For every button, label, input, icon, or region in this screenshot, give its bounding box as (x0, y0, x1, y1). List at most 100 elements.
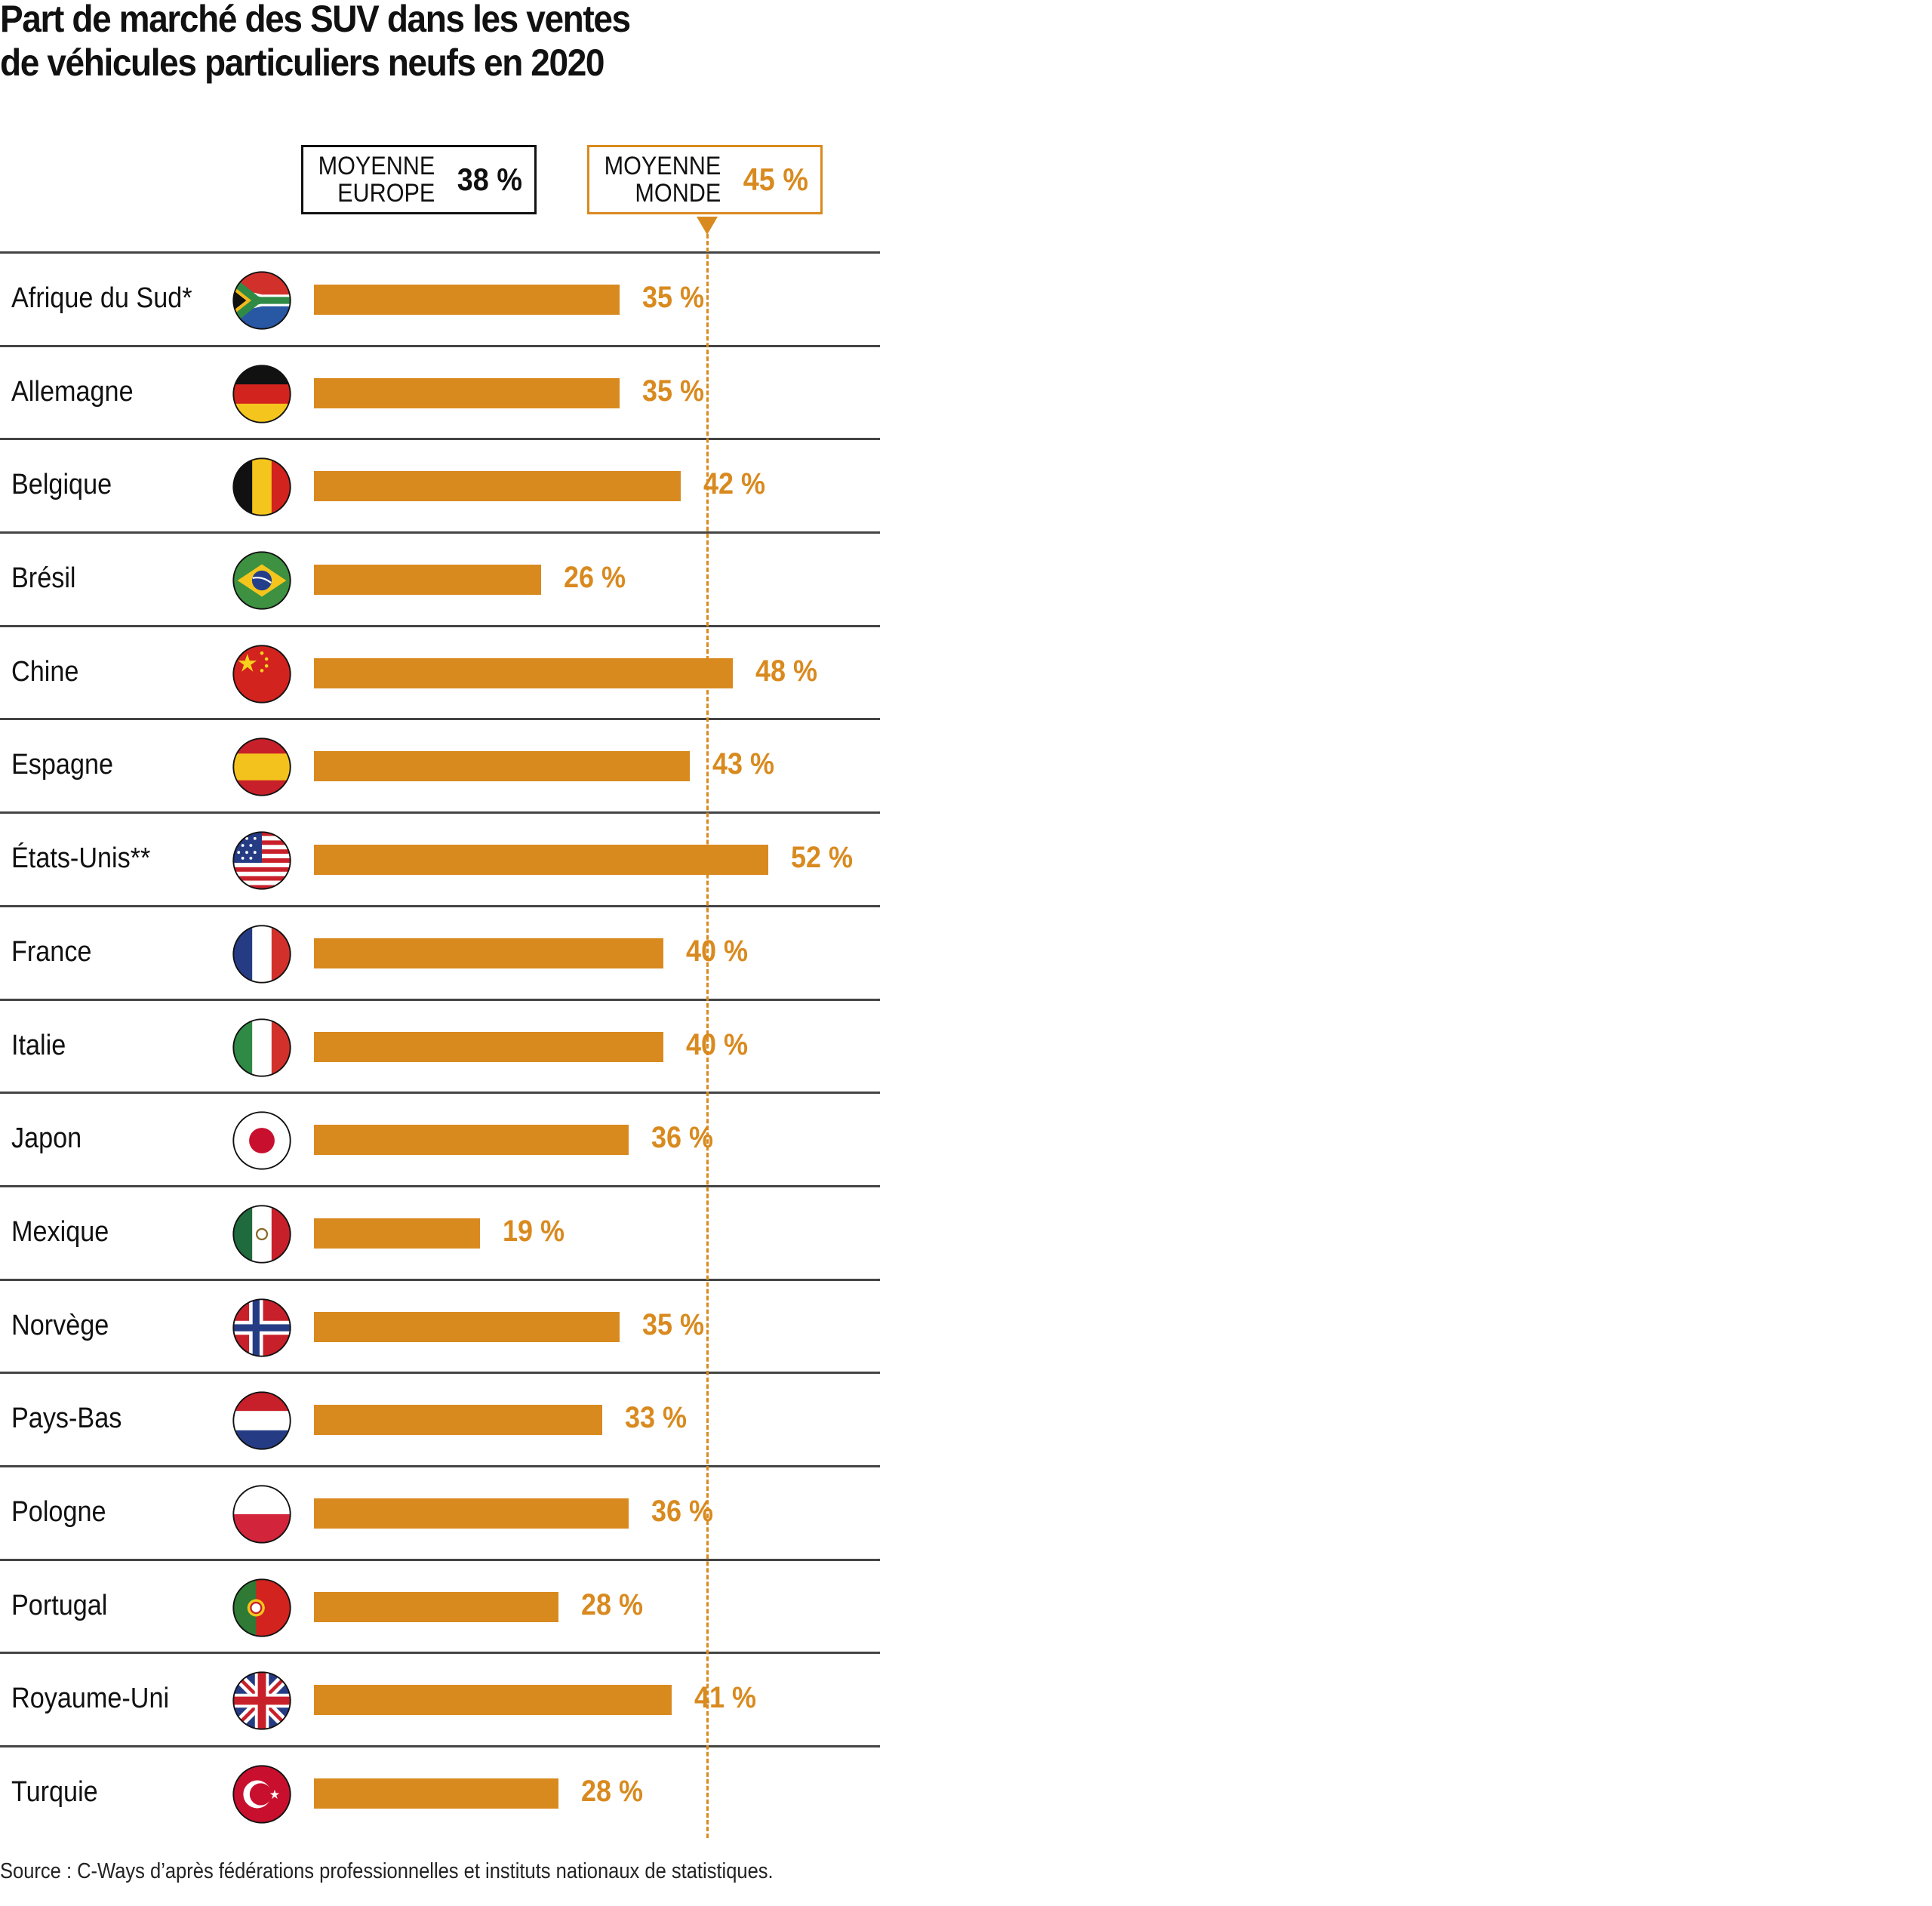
cn-flag-icon (232, 645, 291, 704)
data-label: 28 % (580, 1587, 644, 1621)
data-label: 42 % (703, 467, 765, 501)
pl-flag-icon (232, 1485, 291, 1544)
world-average-label-line-1: MOYENNE (604, 152, 721, 180)
tr-flag-icon (232, 1765, 291, 1824)
data-label: 40 % (685, 934, 748, 968)
world-average-line (706, 234, 709, 1838)
data-label: 36 % (651, 1121, 713, 1155)
category-label: Italie (11, 1029, 66, 1061)
bar (314, 1218, 480, 1249)
category-label: Royaume-Uni (11, 1683, 170, 1715)
bar-row: Belgique 42 % (0, 438, 880, 531)
be-flag-icon (232, 457, 291, 517)
bar (314, 1591, 558, 1622)
bar (314, 1498, 629, 1529)
pt-flag-icon (232, 1578, 291, 1637)
bar-row: Mexique 19 % (0, 1184, 880, 1279)
bar-row: Brésil 26 % (0, 531, 880, 625)
bar-row: Afrique du Sud* 35 % (0, 251, 880, 345)
category-label: Espagne (11, 749, 114, 781)
es-flag-icon (232, 737, 291, 797)
bar (314, 565, 541, 596)
bar-chart: Afrique du Sud* 35 % Allemagne 35 % Belgique… (0, 251, 880, 1839)
europe-average-value: 38 % (457, 162, 523, 197)
br-flag-icon (232, 551, 291, 610)
bar (314, 1405, 602, 1436)
data-label: 40 % (685, 1027, 748, 1061)
bar (314, 1031, 663, 1062)
bar (314, 1778, 558, 1809)
category-label: États-Unis** (11, 842, 151, 875)
category-label: Pays-Bas (11, 1403, 122, 1435)
category-label: Japon (11, 1122, 82, 1155)
it-flag-icon (232, 1018, 291, 1077)
bar-row: États-Unis** 52 % (0, 811, 880, 905)
europe-average-label-line-1: MOYENNE (318, 152, 435, 180)
category-label: Turquie (11, 1776, 98, 1808)
bar-row: Portugal 28 % (0, 1558, 880, 1652)
world-average-label: MOYENNE MONDE (605, 152, 721, 207)
bar-row: Turquie 28 % (0, 1745, 880, 1839)
nl-flag-icon (232, 1391, 291, 1450)
bar-row: Pays-Bas 33 % (0, 1372, 880, 1465)
category-label: Mexique (11, 1215, 109, 1248)
za-flag-icon (232, 271, 291, 330)
category-label: Pologne (11, 1495, 106, 1528)
world-average-label-line-2: MONDE (635, 179, 721, 208)
de-flag-icon (232, 365, 291, 423)
world-average-pointer (696, 217, 718, 235)
bar (314, 1311, 620, 1342)
category-label: Chine (11, 655, 79, 688)
bar-row: Espagne 43 % (0, 718, 880, 811)
category-label: Allemagne (11, 375, 134, 408)
bar (314, 845, 768, 876)
gb-flag-icon (232, 1671, 291, 1730)
no-flag-icon (232, 1298, 291, 1357)
data-label: 28 % (580, 1775, 644, 1808)
bar (314, 657, 734, 688)
europe-average-label: MOYENNE EUROPE (318, 152, 435, 207)
category-label: Portugal (11, 1589, 108, 1621)
europe-average-label-line-2: EUROPE (337, 179, 435, 208)
bar-row: Japon 36 % (0, 1092, 880, 1185)
category-label: Norvège (11, 1309, 109, 1341)
mx-flag-icon (232, 1205, 291, 1264)
bar (314, 751, 690, 782)
bar (314, 938, 663, 968)
bar-row: Royaume-Uni 41 % (0, 1652, 880, 1745)
bar (314, 1125, 629, 1156)
us-flag-icon (232, 831, 291, 890)
data-label: 19 % (502, 1214, 565, 1248)
category-label: Belgique (11, 469, 112, 501)
bar-row: France 40 % (0, 904, 880, 999)
europe-average-box: MOYENNE EUROPE 38 % (301, 145, 537, 214)
data-label: 35 % (641, 281, 704, 314)
bar-row: Norvège 35 % (0, 1278, 880, 1372)
data-label: 41 % (694, 1681, 757, 1715)
data-label: 48 % (755, 654, 818, 688)
bar-row: Pologne 36 % (0, 1464, 880, 1559)
bar-row: Allemagne 35 % (0, 344, 880, 439)
bar (314, 471, 681, 502)
world-average-value: 45 % (743, 162, 809, 197)
category-label: France (11, 935, 92, 968)
jp-flag-icon (232, 1111, 291, 1170)
data-label: 43 % (712, 747, 774, 781)
data-label: 36 % (651, 1494, 713, 1528)
data-label: 33 % (624, 1401, 687, 1435)
bar (314, 1685, 672, 1716)
category-label: Afrique du Sud* (11, 282, 192, 314)
fr-flag-icon (232, 925, 291, 984)
bar-row: Italie 40 % (0, 998, 880, 1092)
chart-title: Part de marché des SUV dans les ventes d… (0, 0, 694, 85)
bar (314, 285, 620, 315)
chart-title-line-2: de véhicules particuliers neufs en 2020 (0, 42, 605, 84)
category-label: Brésil (11, 562, 76, 595)
bar-row: Chine 48 % (0, 624, 880, 719)
bar (314, 377, 620, 408)
data-label: 35 % (641, 374, 704, 408)
data-label: 26 % (563, 561, 626, 595)
chart-title-line-1: Part de marché des SUV dans les ventes (0, 0, 631, 40)
source-note: Source : C-Ways d’après fédérations prof… (0, 1859, 774, 1883)
data-label: 52 % (790, 841, 853, 875)
